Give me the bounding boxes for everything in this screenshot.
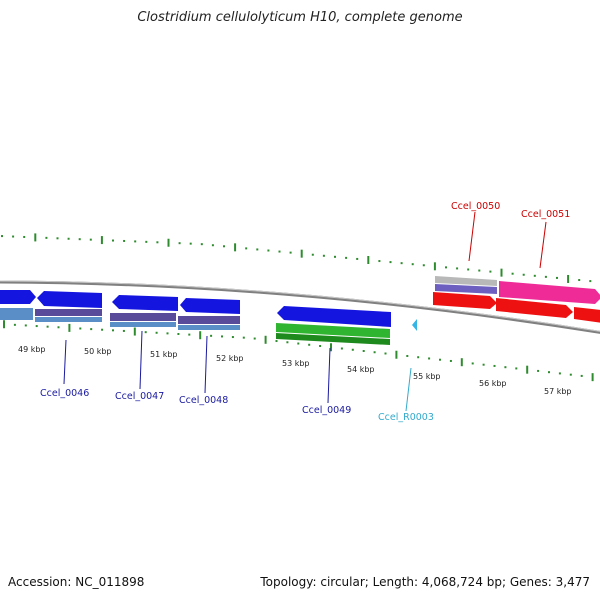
cds-ccel-0048: [180, 298, 240, 314]
reverse-strand-features: [0, 290, 417, 345]
kbp-label: 49 kbp: [18, 345, 46, 354]
feature-label-ccel-0047: Ccel_0047: [115, 391, 164, 402]
leader-line: [468, 211, 476, 262]
cds-ccel-0051-next: [574, 307, 600, 323]
cds-ccel-0049-green: [276, 323, 390, 338]
cds-ccel-0046: [37, 291, 102, 308]
cds-ccel-0047-purple: [110, 313, 176, 321]
cds-ccel-0050-grey: [435, 276, 497, 286]
kbp-label: 54 kbp: [347, 365, 375, 374]
kbp-label: 50 kbp: [84, 347, 112, 356]
cds-ccel-0050-purple: [435, 284, 497, 294]
kbp-label: 55 kbp: [413, 372, 441, 381]
cds-ccel-0048-purple: [178, 316, 240, 324]
genome-backbone: [0, 280, 600, 334]
feature-label-ccel-0049: Ccel_0049: [302, 405, 351, 416]
cds-ccel-0048-light: [178, 325, 240, 330]
leader-line: [405, 367, 412, 412]
feature-label-ccel-0046: Ccel_0046: [40, 388, 89, 399]
accession-text: Accession: NC_011898: [8, 575, 145, 589]
kbp-label: 51 kbp: [150, 350, 178, 359]
leader-line: [204, 335, 208, 394]
kbp-label: 52 kbp: [216, 354, 244, 363]
kbp-label: 53 kbp: [282, 359, 310, 368]
inner-tick-ring: [3, 320, 594, 382]
cds-ccel-0046-light: [35, 317, 102, 322]
cds-ccel-0051: [496, 298, 573, 318]
cds-ccel-0045: [0, 290, 36, 304]
kbp-labels: 49 kbp 50 kbp 51 kbp 52 kbp 53 kbp 54 kbp 55 k…: [18, 345, 572, 396]
genome-backbone-highlight: [0, 280, 600, 332]
cds-ccel-0049: [277, 306, 391, 327]
feature-label-ccel-0051: Ccel_0051: [521, 209, 570, 220]
map-title: Clostridium cellulolyticum H10, complete…: [137, 10, 463, 25]
feature-labels: Ccel_0046 Ccel_0047 Ccel_0048 Ccel_0049 Ccel…: [40, 201, 570, 423]
forward-strand-features: [433, 276, 600, 323]
genome-summary-text: Topology: circular; Length: 4,068,724 bp…: [260, 575, 590, 589]
kbp-label: 57 kbp: [544, 387, 572, 396]
cds-ccel-0051-magenta: [499, 281, 600, 304]
cds-ccel-0047-light: [110, 322, 176, 327]
leader-line: [539, 221, 547, 269]
kbp-label: 56 kbp: [479, 379, 507, 388]
feature-label-ccel-0050: Ccel_0050: [451, 201, 500, 212]
leader-line: [63, 339, 67, 385]
feature-label-ccel-r0003: Ccel_R0003: [378, 412, 434, 423]
leader-line: [327, 347, 331, 404]
feature-label-ccel-0048: Ccel_0048: [179, 395, 228, 406]
cds-ccel-0045-light: [0, 308, 33, 320]
cds-ccel-0049-green-dark: [276, 333, 390, 345]
feature-leader-lines: [63, 211, 547, 412]
cds-ccel-0047: [112, 295, 178, 311]
leader-line: [139, 330, 143, 390]
cds-ccel-0046-purple: [35, 309, 102, 316]
rna-ccel-r0003: [412, 319, 417, 331]
cds-ccel-0050: [433, 292, 497, 309]
outer-tick-ring: [1, 233, 592, 283]
